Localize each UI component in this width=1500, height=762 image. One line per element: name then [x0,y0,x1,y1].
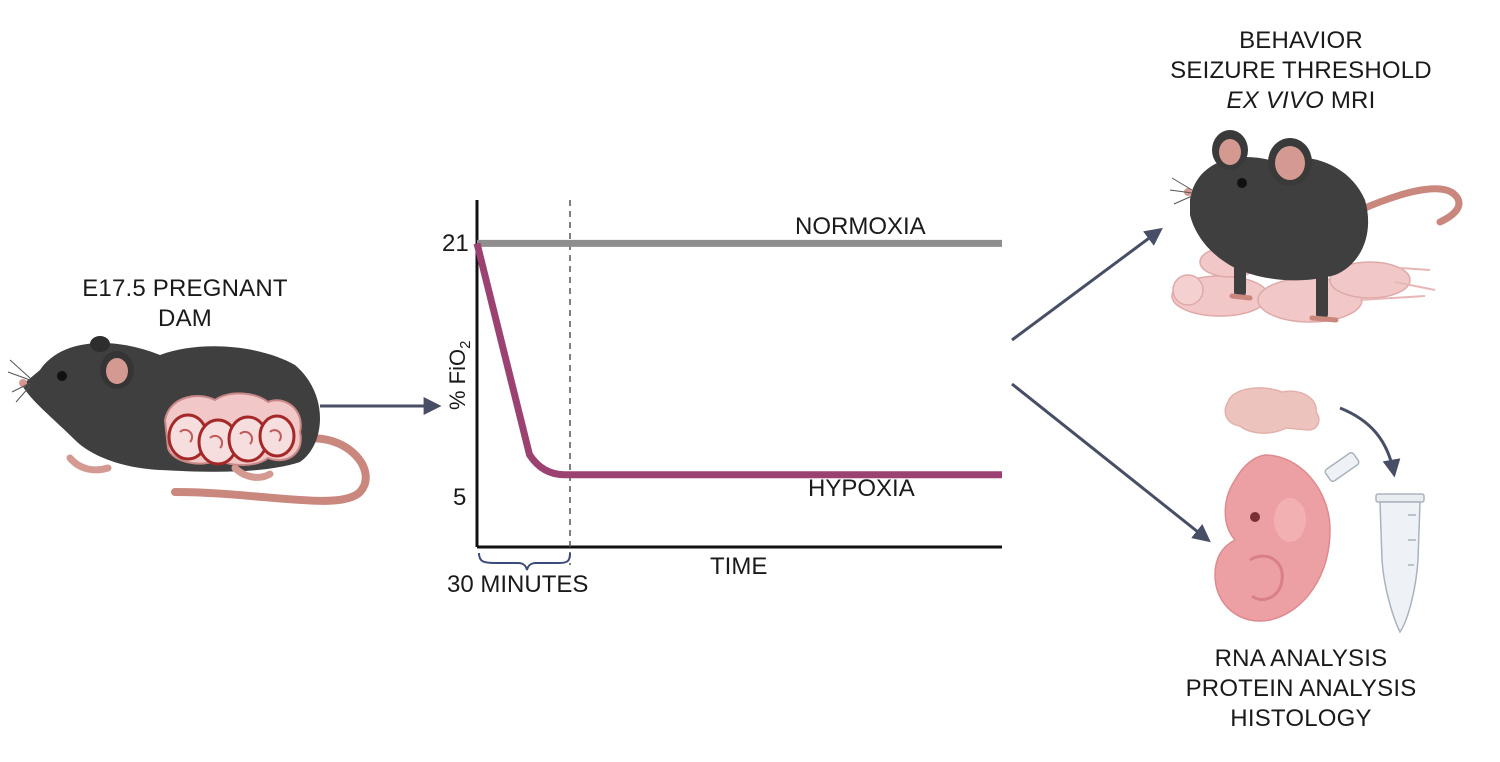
dam-label: E17.5 PREGNANT DAM [40,274,330,334]
chart-x-label: TIME [710,553,767,580]
embryo-icon [1214,454,1331,622]
outcome-protein: PROTEIN ANALYSIS [1185,675,1417,702]
y-label-prefix: % FiO [445,349,470,410]
mri-text: MRI [1323,87,1376,114]
tick-label-21: 21 [442,230,469,257]
outcomes-label-bottom: RNA ANALYSIS PROTEIN ANALYSIS HISTOLOGY [1150,644,1452,734]
arrow-to-tissue [1011,382,1211,543]
brain-icon [1224,387,1320,434]
y-label-subscript: 2 [457,341,474,349]
mother-mouse-with-pups-icon [1169,130,1463,323]
outcome-behavior: BEHAVIOR [1239,27,1363,54]
thirty-minute-bracket [478,552,571,571]
microtube-icon [1324,451,1425,634]
outcome-seizure-threshold: SEIZURE THRESHOLD [1170,57,1432,84]
hypoxia-line [473,242,1002,479]
chart-y-label: % FiO2 [445,341,474,410]
uterus-embryos-icon [163,392,302,466]
outcomes-label-top: BEHAVIOR SEIZURE THRESHOLD EX VIVO MRI [1150,26,1452,116]
dam-label-line1: E17.5 PREGNANT [82,275,288,302]
tick-label-5: 5 [453,484,466,511]
dam-label-line2: DAM [158,305,212,332]
arrow-brain-to-tube [1339,406,1401,478]
normoxia-label: NORMOXIA [795,213,926,240]
hypoxia-label: HYPOXIA [808,475,915,502]
fio2-chart: 21 5 % FiO2 NORMOXIA HYPOXIA TIME 30 MIN… [442,200,1002,598]
arrow-to-behavior [1011,227,1163,342]
outcome-rna: RNA ANALYSIS [1214,645,1388,672]
ex-vivo-italic: EX VIVO [1226,87,1324,114]
outcome-mri: EX VIVO MRI [1150,86,1452,116]
outcome-histology: HISTOLOGY [1230,705,1372,732]
bracket-label: 30 MINUTES [447,571,588,598]
pregnant-mouse-icon [7,336,370,505]
